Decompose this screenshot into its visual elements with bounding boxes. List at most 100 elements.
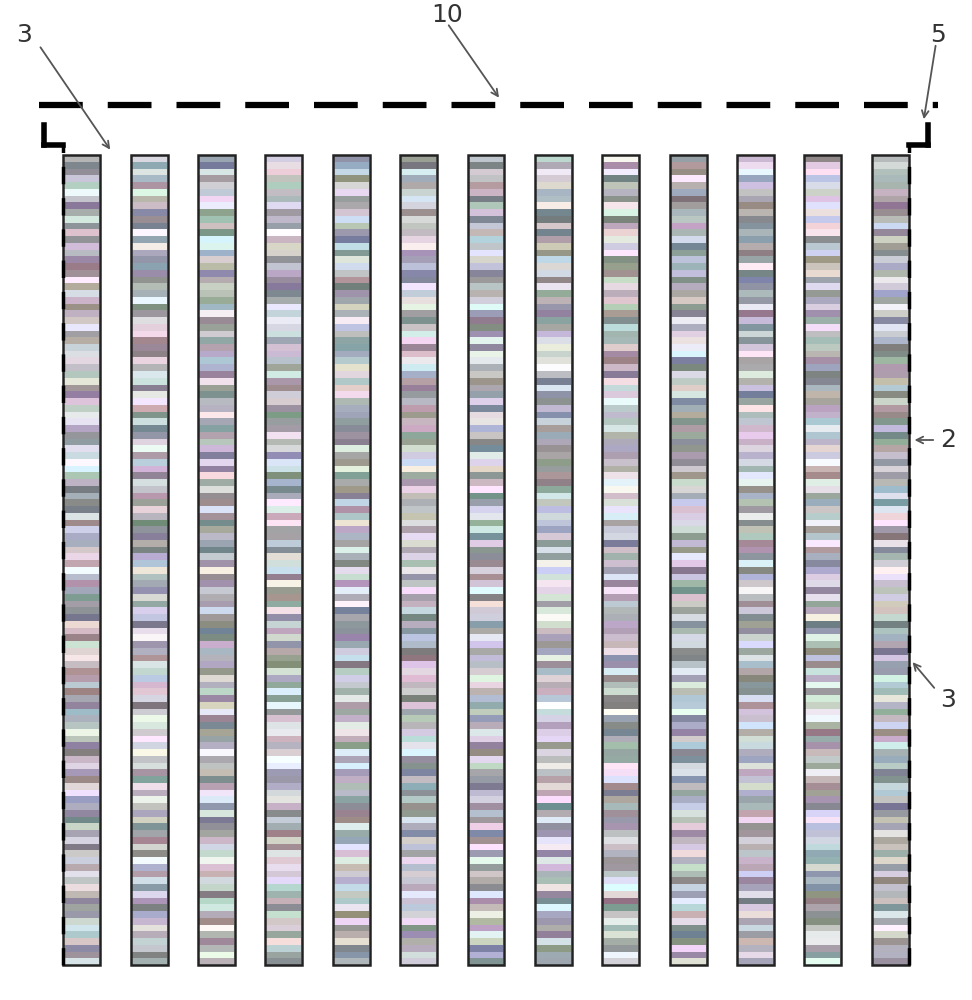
Bar: [333, 533, 368, 540]
Bar: [131, 364, 166, 371]
Bar: [64, 594, 99, 600]
Bar: [199, 884, 234, 891]
Bar: [604, 519, 639, 526]
Bar: [469, 209, 503, 216]
Bar: [131, 492, 166, 499]
Bar: [671, 715, 706, 722]
Bar: [64, 425, 99, 432]
Bar: [266, 263, 301, 270]
Bar: [401, 661, 436, 668]
Bar: [131, 560, 166, 567]
Bar: [738, 810, 773, 816]
Bar: [64, 891, 99, 898]
Bar: [469, 580, 503, 587]
Bar: [873, 614, 908, 621]
Bar: [873, 783, 908, 790]
Bar: [64, 641, 99, 648]
Bar: [604, 729, 639, 736]
Bar: [738, 317, 773, 324]
Bar: [131, 209, 166, 216]
Bar: [199, 222, 234, 229]
Bar: [131, 938, 166, 945]
Bar: [671, 270, 706, 276]
Bar: [131, 594, 166, 600]
Bar: [671, 904, 706, 911]
Bar: [131, 641, 166, 648]
Bar: [469, 195, 503, 202]
Bar: [536, 519, 571, 526]
Bar: [604, 776, 639, 783]
Bar: [873, 951, 908, 958]
Bar: [806, 951, 841, 958]
Bar: [469, 951, 503, 958]
Bar: [131, 222, 166, 229]
Bar: [806, 310, 841, 317]
Bar: [199, 526, 234, 533]
Bar: [604, 384, 639, 391]
Bar: [64, 175, 99, 182]
Bar: [333, 762, 368, 769]
Bar: [401, 742, 436, 749]
Bar: [671, 472, 706, 479]
Bar: [401, 513, 436, 519]
Bar: [671, 661, 706, 668]
Bar: [266, 162, 301, 168]
Bar: [738, 904, 773, 911]
Bar: [131, 877, 166, 884]
Bar: [604, 823, 639, 830]
Bar: [873, 351, 908, 357]
Bar: [738, 310, 773, 317]
Bar: [604, 884, 639, 891]
Bar: [266, 384, 301, 391]
Bar: [333, 162, 368, 168]
Bar: [64, 513, 99, 519]
Bar: [266, 864, 301, 870]
Bar: [671, 587, 706, 594]
Bar: [738, 803, 773, 810]
Bar: [401, 243, 436, 249]
Bar: [806, 621, 841, 628]
Bar: [401, 924, 436, 931]
Bar: [64, 297, 99, 304]
Bar: [64, 702, 99, 708]
Bar: [131, 897, 166, 904]
Bar: [604, 843, 639, 850]
Bar: [198, 155, 235, 965]
Bar: [401, 823, 436, 830]
Bar: [64, 675, 99, 682]
Bar: [738, 263, 773, 270]
Bar: [738, 378, 773, 384]
Bar: [199, 776, 234, 783]
Bar: [604, 870, 639, 877]
Bar: [266, 513, 301, 519]
Bar: [469, 870, 503, 877]
Bar: [469, 634, 503, 641]
Bar: [738, 519, 773, 526]
Bar: [738, 614, 773, 621]
Bar: [536, 540, 571, 546]
Bar: [199, 749, 234, 756]
Bar: [469, 445, 503, 452]
Bar: [873, 735, 908, 742]
Bar: [401, 506, 436, 513]
Bar: [131, 573, 166, 580]
Bar: [333, 870, 368, 877]
Bar: [266, 614, 301, 621]
Bar: [333, 911, 368, 918]
Bar: [266, 924, 301, 931]
Bar: [671, 560, 706, 567]
Bar: [131, 756, 166, 762]
Bar: [266, 729, 301, 736]
Bar: [738, 324, 773, 330]
Bar: [604, 249, 639, 256]
Bar: [806, 209, 841, 216]
Bar: [266, 283, 301, 290]
Bar: [671, 621, 706, 628]
Bar: [131, 600, 166, 607]
Bar: [266, 222, 301, 229]
Bar: [469, 290, 503, 297]
Bar: [806, 607, 841, 614]
Bar: [131, 796, 166, 803]
Bar: [536, 229, 571, 236]
Bar: [469, 695, 503, 702]
